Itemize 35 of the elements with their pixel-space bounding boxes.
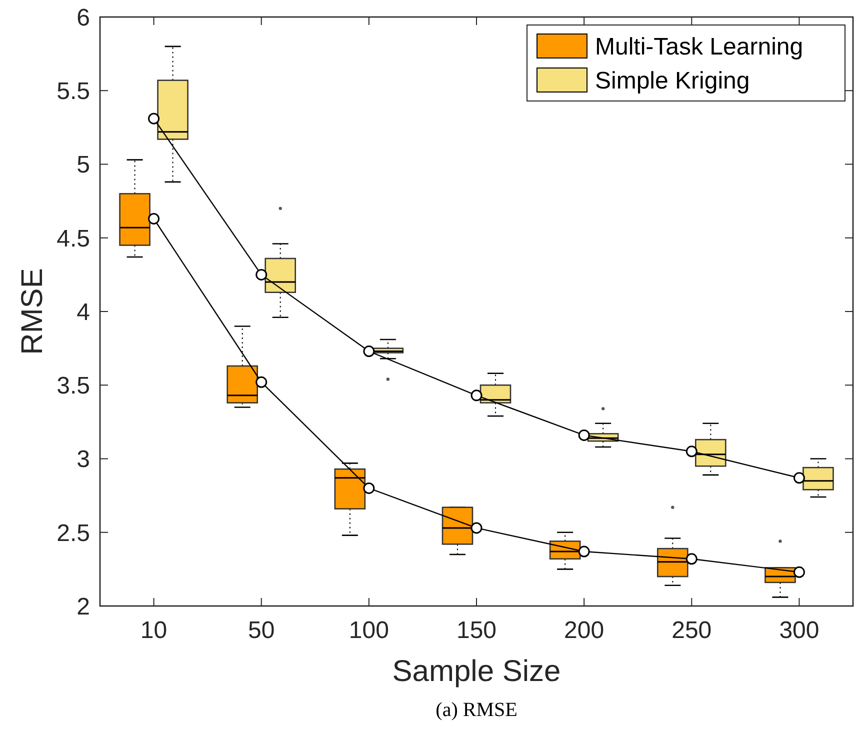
x-axis-title: Sample Size	[392, 655, 561, 688]
text: (a) RMSE	[436, 699, 518, 721]
point	[363, 346, 375, 358]
x-tick-label: 250	[672, 617, 712, 644]
point	[686, 553, 698, 565]
y-tick-label: 6	[76, 4, 90, 32]
point	[363, 482, 375, 494]
point	[686, 446, 698, 458]
point	[148, 112, 160, 124]
point	[578, 429, 590, 441]
point	[793, 566, 805, 578]
y-tick-label: 2	[76, 593, 90, 620]
y-tick-label: 5.5	[56, 78, 90, 106]
legend-label: Multi-Task Learning	[595, 33, 804, 60]
point	[256, 376, 268, 388]
legend-label: Simple Kriging	[595, 67, 750, 94]
y-tick-label: 4	[76, 298, 90, 326]
x-tick-label: 300	[779, 617, 820, 644]
point	[256, 268, 268, 280]
point	[470, 522, 482, 534]
y-tick-label: 2.5	[56, 520, 90, 547]
y-tick-label: 4.5	[56, 225, 90, 252]
point	[578, 546, 590, 558]
point	[793, 472, 805, 484]
y-axis-title: RMSE	[16, 268, 49, 355]
x-tick-label: 10	[140, 617, 168, 644]
y-tick-label: 5	[76, 152, 90, 179]
point	[148, 212, 160, 224]
point	[470, 390, 482, 402]
y-tick-label: 3	[76, 446, 90, 474]
y-tick-label: 3.5	[56, 372, 90, 400]
x-tick-label: 100	[348, 617, 389, 644]
x-tick-label: 200	[564, 617, 604, 644]
x-tick-label: 150	[456, 617, 497, 644]
x-tick-label: 50	[248, 617, 275, 644]
